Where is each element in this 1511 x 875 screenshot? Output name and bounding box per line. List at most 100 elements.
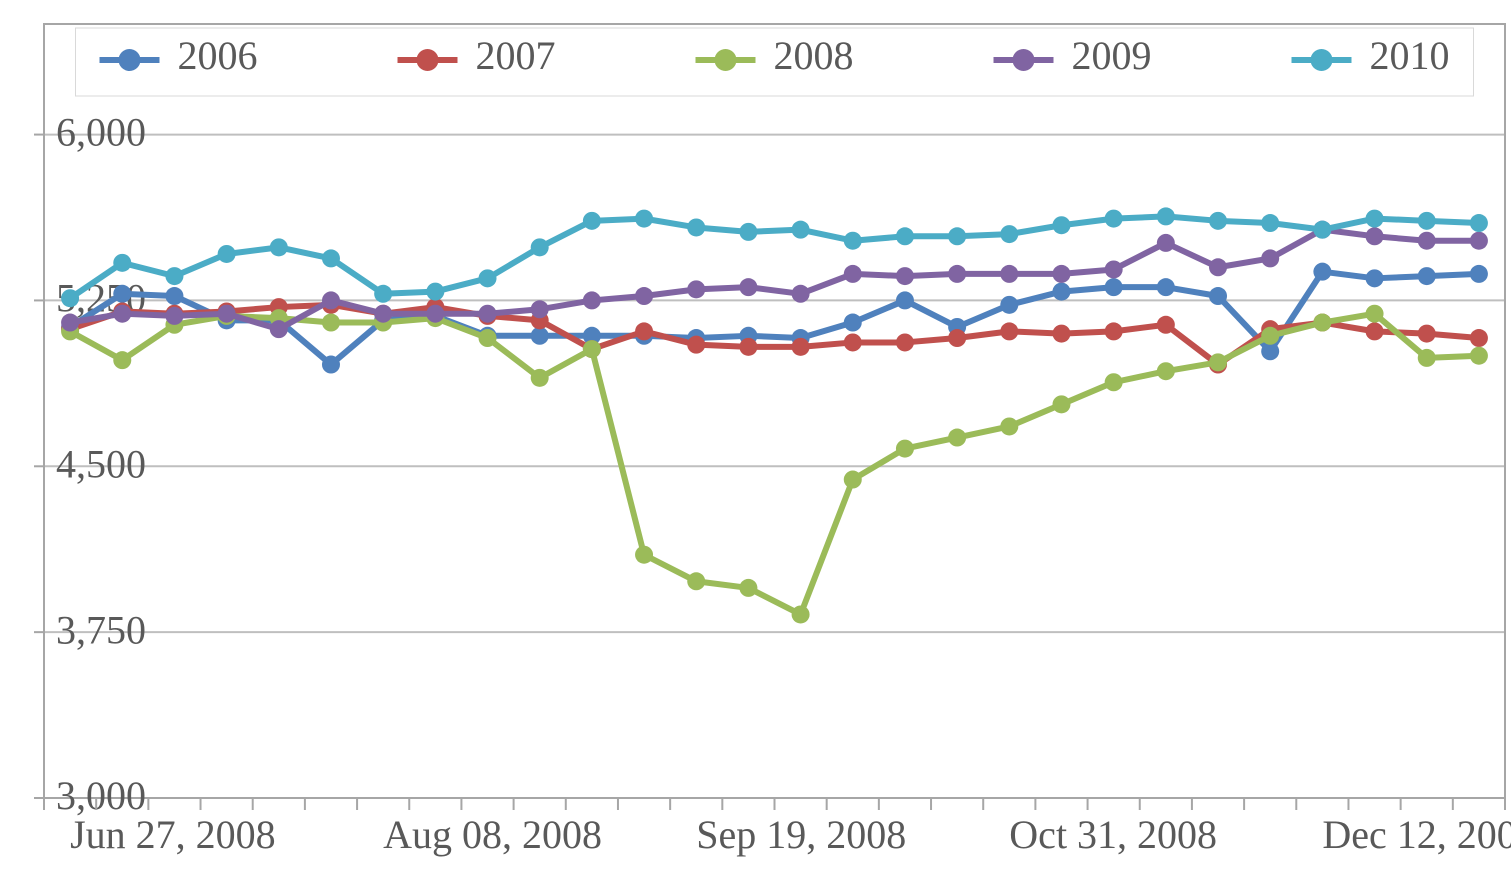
series-marker-2010 (1313, 221, 1331, 239)
series-marker-2008 (1366, 305, 1384, 323)
series-marker-2007 (687, 336, 705, 354)
line-chart: 3,0003,7504,5005,2506,000Jun 27, 2008Aug… (0, 0, 1511, 875)
series-marker-2009 (479, 305, 497, 323)
legend-label: 2007 (476, 33, 556, 78)
series-marker-2010 (1000, 225, 1018, 243)
series-marker-2008 (1261, 327, 1279, 345)
series-marker-2009 (896, 267, 914, 285)
series-marker-2008 (1470, 347, 1488, 365)
legend-label: 2009 (1072, 33, 1152, 78)
series-marker-2010 (1470, 214, 1488, 232)
series-marker-2010 (844, 232, 862, 250)
series-marker-2008 (113, 351, 131, 369)
series-marker-2008 (1052, 395, 1070, 413)
legend-label: 2010 (1370, 33, 1450, 78)
series-marker-2010 (479, 269, 497, 287)
series-marker-2008 (896, 440, 914, 458)
series-marker-2009 (1418, 232, 1436, 250)
series-marker-2010 (218, 245, 236, 263)
series-marker-2008 (322, 314, 340, 332)
series-marker-2006 (113, 285, 131, 303)
series-marker-2009 (531, 300, 549, 318)
series-marker-2009 (113, 305, 131, 323)
series-marker-2009 (61, 314, 79, 332)
series-marker-2010 (374, 285, 392, 303)
series-marker-2009 (1366, 227, 1384, 245)
series-marker-2007 (739, 338, 757, 356)
series-marker-2008 (531, 369, 549, 387)
series-marker-2008 (1209, 353, 1227, 371)
y-tick-label: 3,750 (56, 607, 146, 652)
series-marker-2008 (844, 471, 862, 489)
x-tick-label: Sep 19, 2008 (696, 812, 906, 857)
series-marker-2010 (948, 227, 966, 245)
series-marker-2008 (948, 429, 966, 447)
legend-marker-dot (1013, 49, 1035, 71)
chart-svg: 3,0003,7504,5005,2506,000Jun 27, 2008Aug… (0, 0, 1511, 875)
series-marker-2009 (374, 305, 392, 323)
series-marker-2006 (322, 356, 340, 374)
series-marker-2010 (687, 218, 705, 236)
series-marker-2008 (1313, 314, 1331, 332)
series-marker-2007 (1105, 322, 1123, 340)
series-marker-2007 (896, 333, 914, 351)
series-marker-2007 (1052, 325, 1070, 343)
legend-marker-dot (417, 49, 439, 71)
series-marker-2008 (583, 340, 601, 358)
legend-marker-dot (1311, 49, 1333, 71)
series-marker-2009 (1157, 234, 1175, 252)
series-marker-2010 (1105, 210, 1123, 228)
series-marker-2010 (1418, 212, 1436, 230)
legend-label: 2008 (774, 33, 854, 78)
series-marker-2007 (1157, 316, 1175, 334)
series-marker-2007 (844, 333, 862, 351)
series-marker-2006 (1209, 287, 1227, 305)
series-marker-2007 (1000, 322, 1018, 340)
series-marker-2010 (426, 283, 444, 301)
series-marker-2010 (635, 210, 653, 228)
series-marker-2008 (1418, 349, 1436, 367)
series-marker-2010 (270, 238, 288, 256)
series-marker-2009 (635, 287, 653, 305)
y-tick-label: 6,000 (56, 110, 146, 155)
series-marker-2009 (1052, 265, 1070, 283)
series-marker-2009 (165, 307, 183, 325)
series-marker-2009 (583, 291, 601, 309)
series-marker-2006 (1157, 278, 1175, 296)
series-marker-2006 (1470, 265, 1488, 283)
series-marker-2009 (270, 320, 288, 338)
x-tick-label: Aug 08, 2008 (383, 812, 602, 857)
series-marker-2010 (113, 254, 131, 272)
series-marker-2007 (1470, 329, 1488, 347)
series-marker-2006 (1105, 278, 1123, 296)
series-marker-2009 (948, 265, 966, 283)
series-marker-2006 (165, 287, 183, 305)
series-marker-2010 (1209, 212, 1227, 230)
series-marker-2006 (1418, 267, 1436, 285)
series-marker-2008 (635, 546, 653, 564)
x-tick-label: Jun 27, 2008 (70, 812, 276, 857)
series-marker-2008 (739, 579, 757, 597)
series-marker-2007 (1418, 325, 1436, 343)
series-marker-2006 (1366, 269, 1384, 287)
series-marker-2009 (1261, 249, 1279, 267)
series-marker-2007 (792, 338, 810, 356)
series-marker-2008 (792, 605, 810, 623)
series-marker-2008 (1105, 373, 1123, 391)
series-marker-2009 (1209, 258, 1227, 276)
series-marker-2010 (531, 238, 549, 256)
series-marker-2009 (322, 291, 340, 309)
series-marker-2006 (844, 314, 862, 332)
series-marker-2007 (948, 329, 966, 347)
y-tick-label: 4,500 (56, 441, 146, 486)
x-tick-label: Oct 31, 2008 (1009, 812, 1217, 857)
series-marker-2009 (1470, 232, 1488, 250)
series-marker-2010 (322, 249, 340, 267)
series-marker-2009 (687, 280, 705, 298)
series-marker-2006 (1000, 296, 1018, 314)
series-marker-2008 (687, 572, 705, 590)
x-tick-label: Dec 12, 2008 (1322, 812, 1511, 857)
series-marker-2010 (896, 227, 914, 245)
series-marker-2009 (844, 265, 862, 283)
series-marker-2009 (218, 305, 236, 323)
